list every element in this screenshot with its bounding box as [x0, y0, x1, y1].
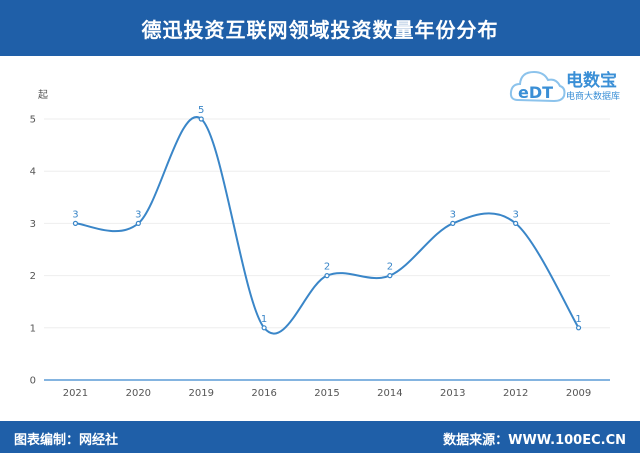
x-tick-label: 2013 — [440, 388, 465, 399]
data-point — [261, 325, 267, 331]
logo-mark-text: eDT — [518, 83, 553, 102]
series-line — [75, 116, 580, 335]
x-tick-label: 2021 — [63, 388, 88, 399]
y-tick-label: 3 — [30, 219, 36, 230]
data-label: 2 — [387, 262, 393, 273]
data-label: 1 — [575, 314, 581, 325]
data-label: 3 — [512, 209, 518, 220]
grid-lines — [44, 118, 610, 329]
data-label: 1 — [261, 314, 267, 325]
data-label: 2 — [324, 262, 330, 273]
brand-logo: eDT 电数宝 电商大数据库 — [508, 62, 632, 108]
y-tick-label: 0 — [30, 376, 36, 387]
data-label: 3 — [450, 209, 456, 220]
footer-source: 数据来源：WWW.100EC.CN — [443, 433, 626, 448]
chart-footer: 图表编制：网经社 数据来源：WWW.100EC.CN — [0, 421, 640, 453]
data-point — [387, 273, 393, 279]
y-tick-label: 1 — [30, 323, 36, 334]
data-point — [450, 220, 456, 226]
x-tick-label: 2009 — [566, 388, 591, 399]
cloud-logo-icon: eDT — [509, 70, 566, 103]
y-tick-label: 2 — [30, 271, 36, 282]
y-tick-label: 4 — [30, 167, 36, 178]
x-tick-label: 2012 — [503, 388, 528, 399]
data-label: 3 — [72, 209, 78, 220]
data-labels: 3 3 5 1 2 2 3 3 1 — [72, 105, 581, 325]
data-point — [575, 325, 582, 331]
y-axis-unit-label: 起 — [38, 89, 48, 101]
data-label: 5 — [198, 105, 204, 116]
chart-title: 德迅投资互联网领域投资数量年份分布 — [141, 17, 499, 42]
x-tick-label: 2016 — [251, 388, 276, 399]
data-point — [198, 116, 204, 122]
logo-tagline: 电商大数据库 — [566, 92, 621, 102]
footer-credit: 图表编制：网经社 — [14, 433, 119, 448]
y-tick-labels: 0 1 2 3 4 5 — [30, 115, 36, 387]
x-tick-labels: 2021 2020 2019 2016 2015 2014 2013 2012 2009 — [63, 388, 592, 399]
data-point — [135, 220, 141, 226]
y-tick-label: 5 — [30, 115, 36, 126]
data-point — [324, 273, 330, 279]
x-tick-label: 2014 — [377, 388, 402, 399]
x-tick-label: 2020 — [126, 388, 151, 399]
data-point — [513, 220, 519, 226]
x-tick-label: 2019 — [188, 388, 213, 399]
data-label: 3 — [135, 209, 141, 220]
data-point — [72, 220, 79, 226]
logo-brand: 电数宝 — [566, 71, 617, 91]
data-points — [72, 116, 582, 331]
chart-header: 德迅投资互联网领域投资数量年份分布 — [0, 0, 640, 56]
x-tick-label: 2015 — [314, 388, 339, 399]
